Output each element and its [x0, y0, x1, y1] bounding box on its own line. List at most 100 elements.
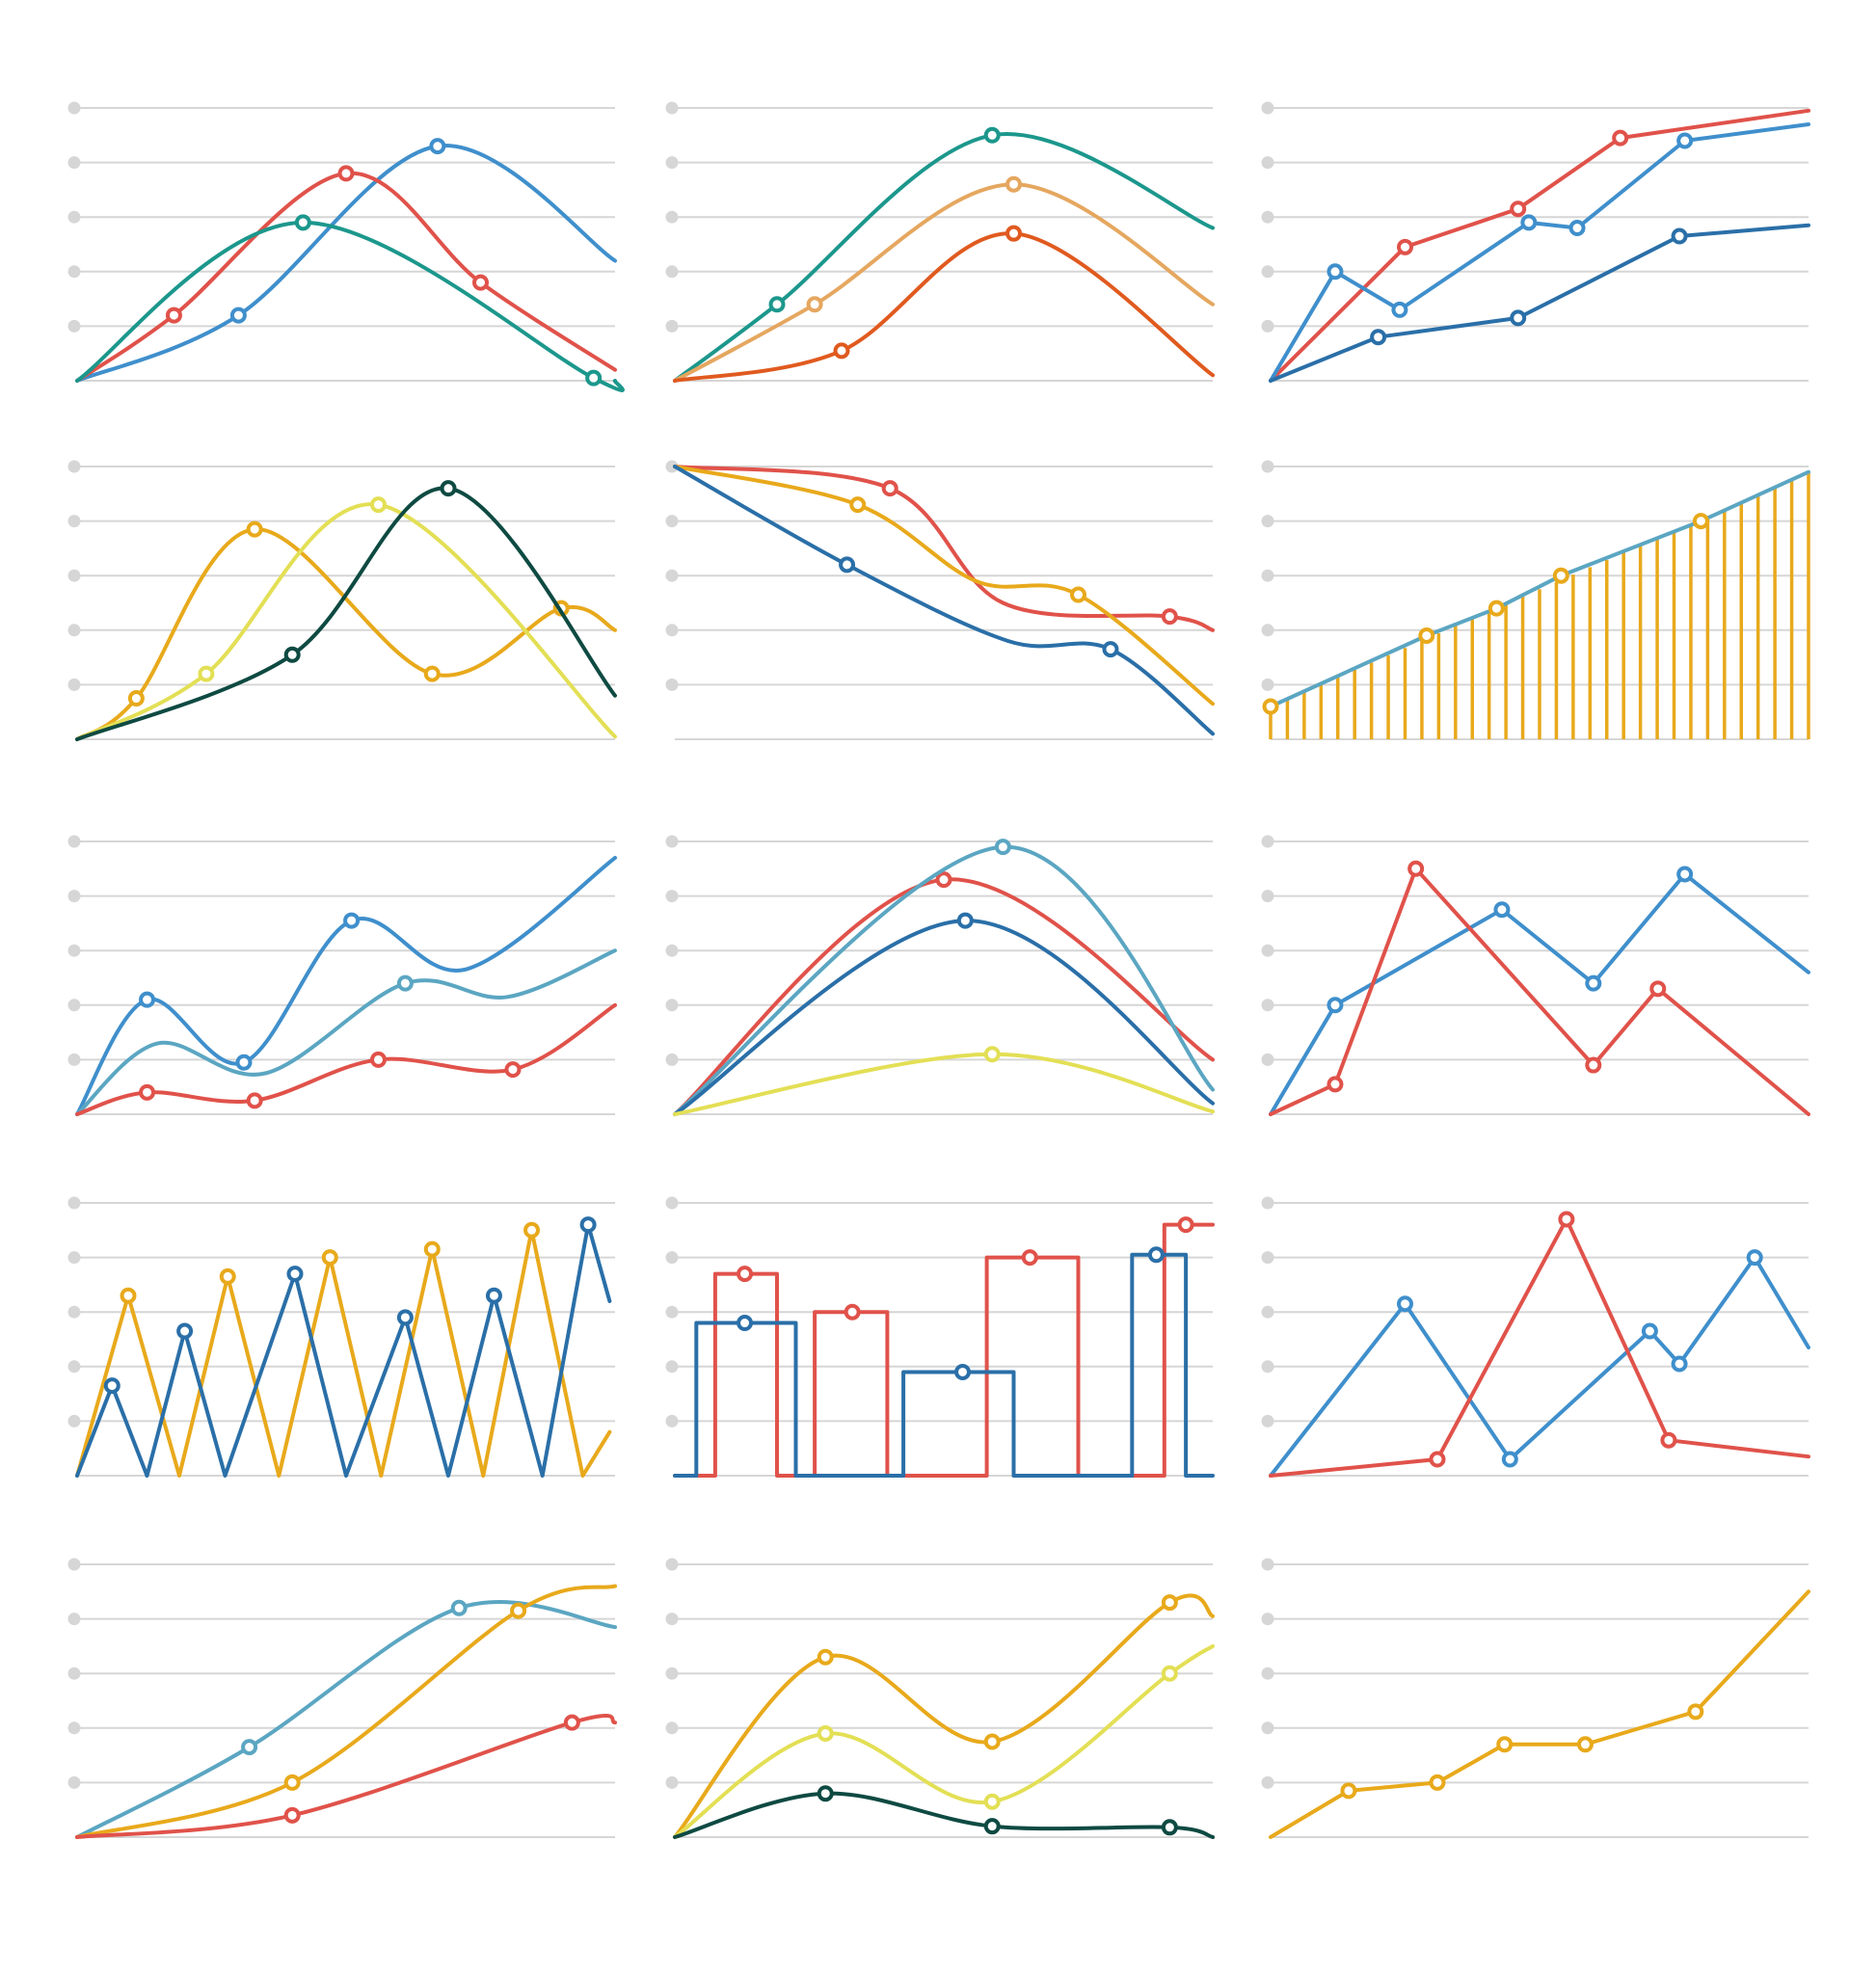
data-point [1161, 1819, 1178, 1836]
grid-dot [665, 835, 679, 848]
series-2 [75, 1584, 617, 1839]
data-point [219, 1267, 236, 1285]
grid-dot [665, 156, 679, 170]
grid-dot [67, 1053, 81, 1066]
data-point [1487, 600, 1505, 617]
series-3 [75, 1002, 617, 1116]
data-point [440, 480, 457, 497]
data-point [1327, 1076, 1344, 1093]
chart-panel-5 [665, 460, 1215, 740]
data-point [229, 307, 247, 324]
data-point [139, 991, 156, 1008]
gridlines [665, 1558, 1213, 1838]
data-point [283, 1806, 301, 1824]
series-3 [75, 1714, 617, 1839]
data-point [1161, 1665, 1178, 1682]
grid-dot [67, 460, 81, 473]
grid-dot [665, 999, 679, 1012]
chart-panel-4 [67, 460, 617, 741]
data-point [1397, 238, 1413, 255]
series-line [75, 1228, 612, 1478]
data-point [165, 307, 182, 324]
data-point [423, 665, 441, 682]
series-line [1269, 108, 1810, 383]
grid-dot [1261, 944, 1274, 957]
grid-dot [67, 319, 81, 333]
series-2 [673, 839, 1215, 1116]
data-point [1585, 974, 1602, 992]
data-point [935, 871, 952, 889]
data-point [954, 1363, 972, 1380]
grid-dot [1261, 101, 1274, 115]
grid-dot [1261, 319, 1274, 333]
data-point [294, 214, 311, 231]
data-point [839, 556, 856, 574]
chart-panel-14 [665, 1558, 1215, 1839]
data-point [1021, 1249, 1038, 1267]
series-line [1269, 872, 1810, 1116]
data-point [1671, 227, 1688, 245]
data-point [817, 1724, 834, 1742]
series-line [673, 1052, 1215, 1116]
data-point [1370, 329, 1387, 346]
series-3 [75, 480, 617, 741]
series-2 [75, 1216, 612, 1478]
data-point [983, 1046, 1001, 1063]
grid-dot [1261, 1721, 1274, 1735]
grid-dot [665, 1667, 679, 1680]
data-point [1177, 1216, 1194, 1234]
data-point [1397, 1295, 1413, 1313]
grid-dot [67, 999, 81, 1012]
grid-dot [665, 1305, 679, 1319]
gridlines [67, 1558, 615, 1838]
series-line [75, 1600, 617, 1839]
grid-dot [1261, 1360, 1274, 1374]
data-point [337, 165, 355, 182]
data-point [1510, 200, 1527, 218]
series-1 [673, 1593, 1215, 1839]
grid-dot [1261, 156, 1274, 170]
data-point [983, 1818, 1001, 1835]
series-line [673, 465, 1215, 707]
data-point [817, 1785, 834, 1802]
data-point [1262, 698, 1279, 715]
grid-dot [67, 890, 81, 903]
series-1 [75, 1221, 612, 1478]
series-line [1269, 469, 1810, 708]
series-1 [75, 856, 617, 1116]
data-point [369, 496, 387, 514]
data-point [235, 1054, 253, 1071]
grid-dot [1261, 1053, 1274, 1066]
series-line [673, 877, 1215, 1116]
series-line [673, 465, 1215, 736]
grid-dot [665, 1775, 679, 1789]
series-line [673, 1791, 1215, 1839]
grid-dot [67, 1558, 81, 1571]
data-point [246, 520, 263, 538]
grid-dot [1261, 1775, 1274, 1789]
series-1 [1269, 108, 1810, 383]
grid-dot [665, 624, 679, 637]
grid-dot [67, 1667, 81, 1680]
series-line [673, 132, 1215, 383]
grid-dot [67, 101, 81, 115]
grid-dot [665, 1721, 679, 1735]
data-point [504, 1061, 522, 1079]
chart-panel-7 [67, 835, 617, 1116]
grid-dot [67, 156, 81, 170]
data-point [485, 1287, 502, 1304]
data-point [1692, 513, 1709, 530]
data-point [1641, 1322, 1658, 1340]
data-point [806, 296, 823, 313]
grid-dot [1261, 1613, 1274, 1626]
grid-dot [1261, 515, 1274, 528]
series-line [673, 1593, 1215, 1839]
chart-panel-11 [665, 1196, 1215, 1478]
chart-panel-6 [1261, 460, 1810, 740]
grid-dot [67, 1305, 81, 1319]
data-point [983, 1793, 1001, 1810]
grid-dot [665, 1613, 679, 1626]
series-1 [1262, 469, 1810, 739]
chart-panel-1 [67, 101, 625, 392]
grid-dot [1261, 569, 1274, 582]
